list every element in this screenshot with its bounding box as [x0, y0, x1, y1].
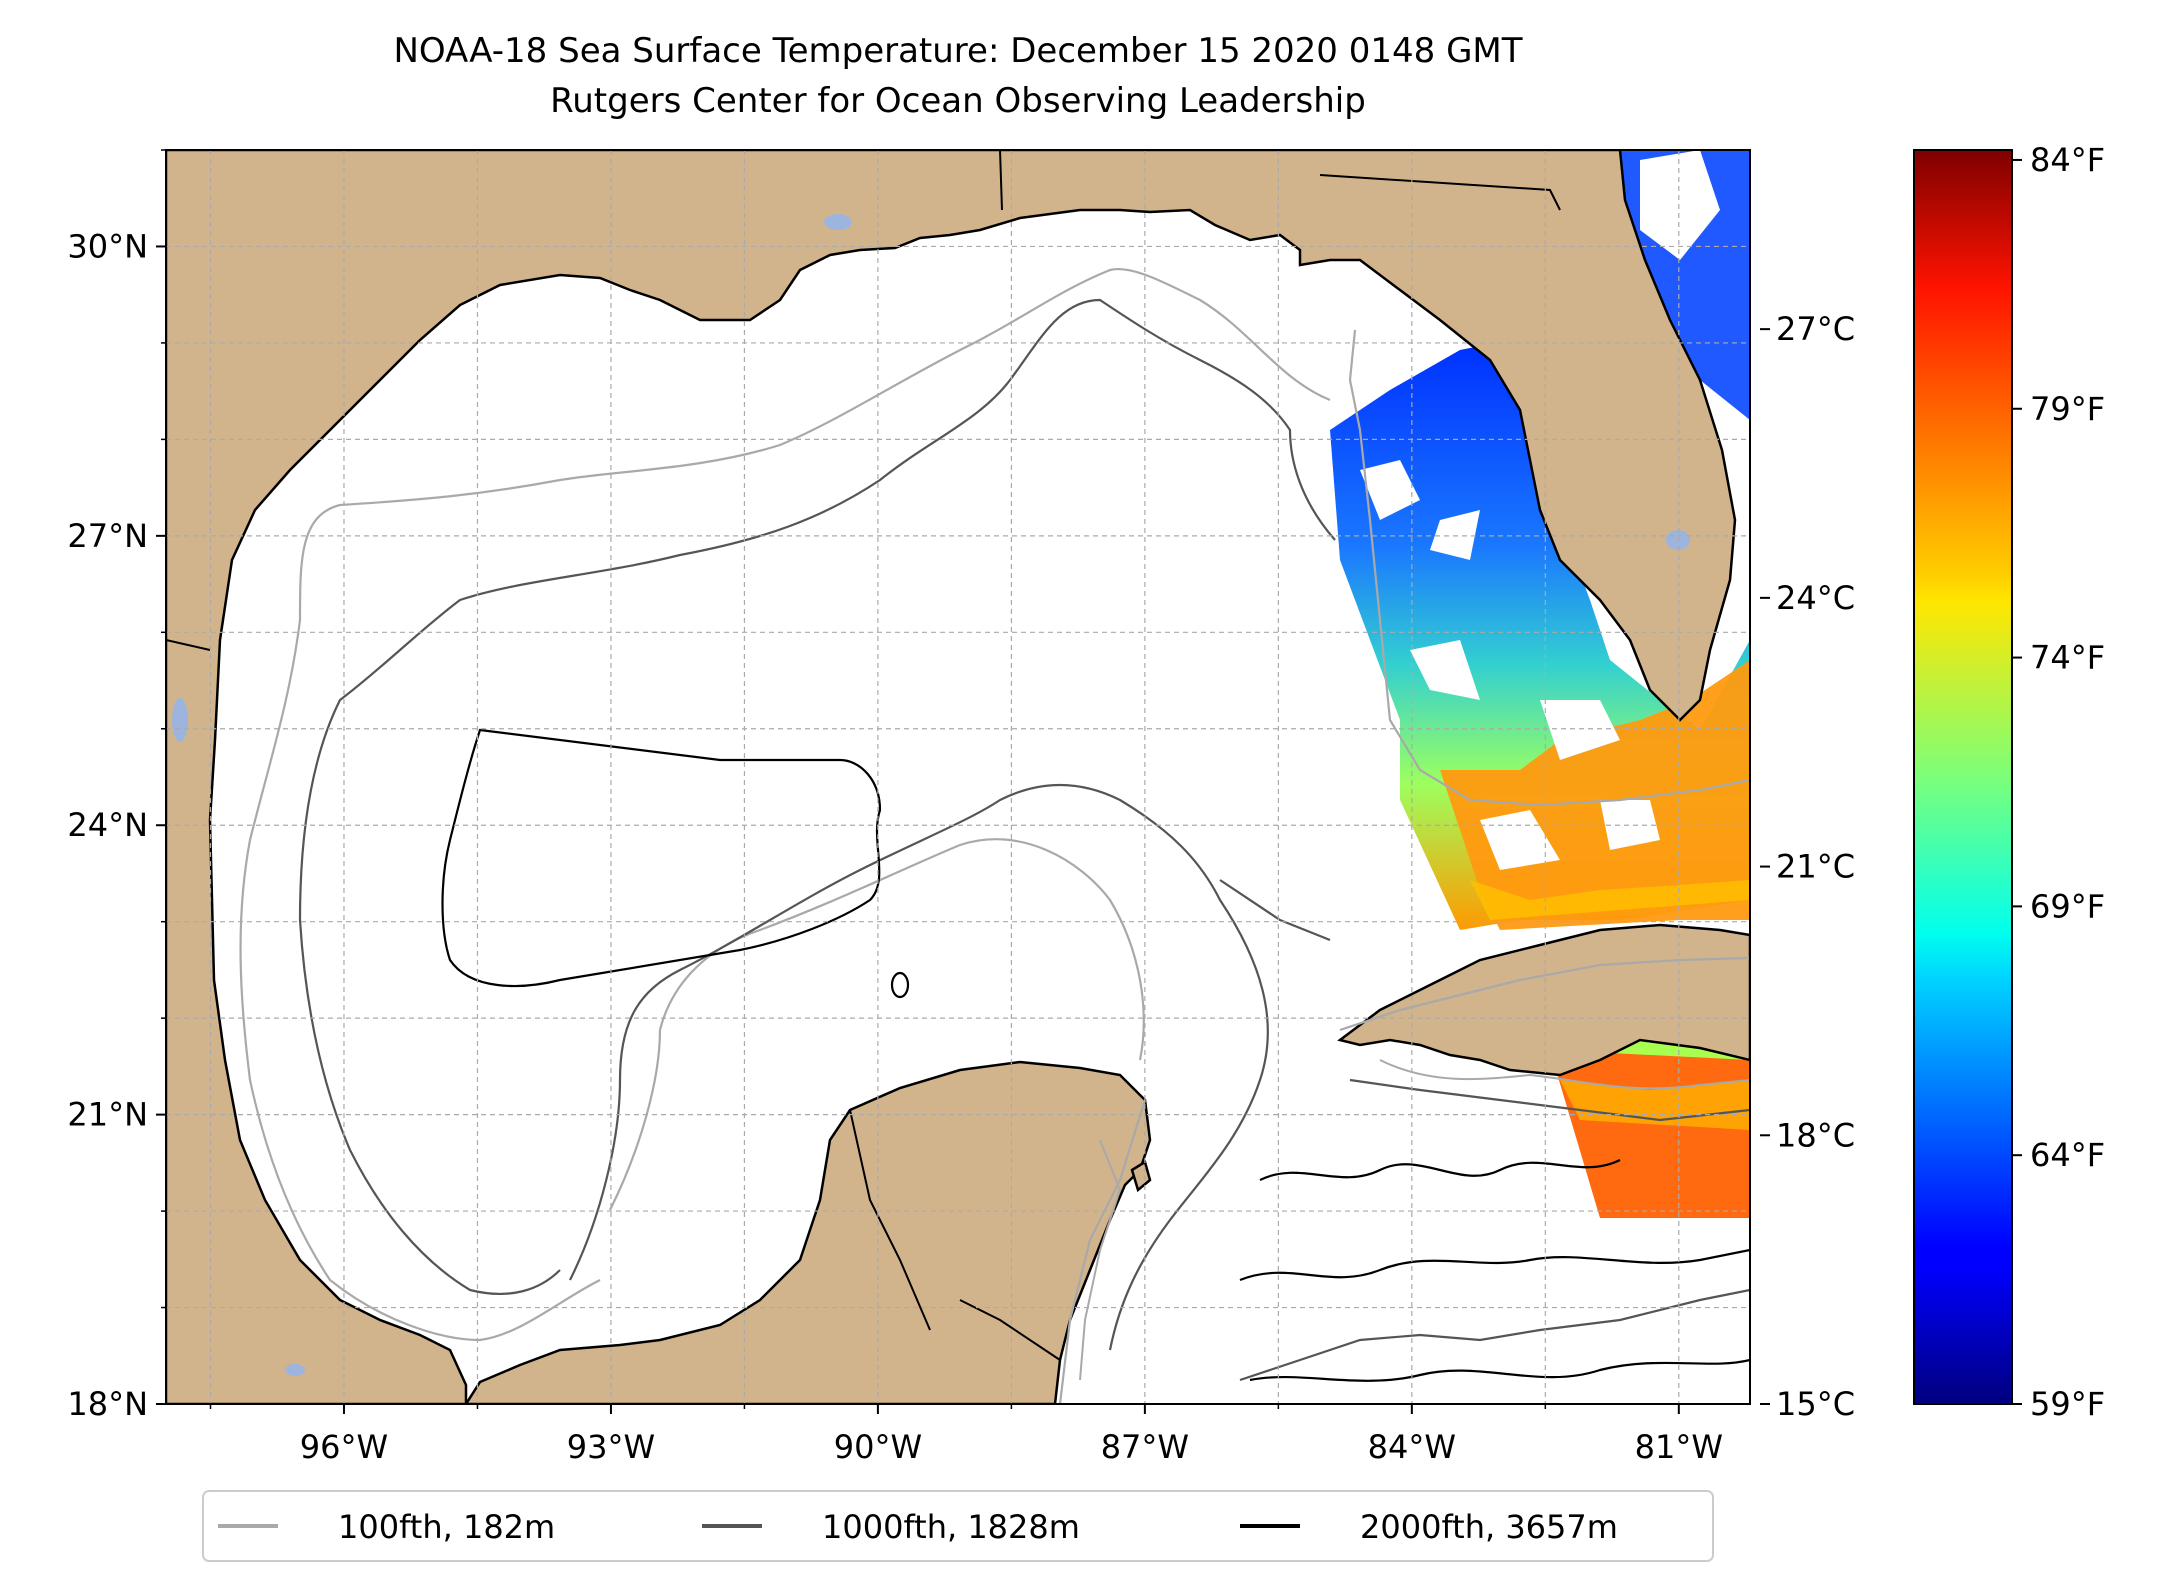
yucatan-land	[464, 1060, 1152, 1404]
x-tick-label: 96°W	[300, 1428, 388, 1466]
bathymetry-100fth	[239, 267, 1750, 1404]
bathymetry-2000fth	[441, 728, 1750, 1382]
celsius-tick-label: 27°C	[1776, 310, 1855, 348]
celsius-tick-label: 24°C	[1776, 579, 1855, 617]
y-tick-label: 27°N	[67, 517, 148, 555]
y-axis: 18°N 21°N 24°N 27°N 30°N	[67, 149, 166, 1423]
map-frame	[165, 149, 1751, 1405]
celsius-tick-label: 18°C	[1776, 1116, 1855, 1154]
celsius-tick-label: 15°C	[1776, 1385, 1855, 1423]
fahrenheit-tick-label: 79°F	[2030, 390, 2105, 428]
sst-swath	[1330, 150, 1750, 1218]
map-area	[166, 150, 1750, 1404]
x-tick-label: 84°W	[1368, 1428, 1456, 1466]
legend-item: 2000fth, 3657m	[1240, 1508, 1618, 1546]
fahrenheit-tick-label: 69°F	[2030, 887, 2105, 925]
colorbar-celsius-axis: 15°C 18°C 21°C 24°C 27°C	[1760, 310, 1855, 1423]
celsius-tick-label: 21°C	[1776, 848, 1855, 886]
gridlines	[166, 150, 1750, 1404]
fahrenheit-tick-label: 74°F	[2030, 639, 2105, 677]
colorbar-fahrenheit-axis: 59°F 64°F 69°F 74°F 79°F 84°F	[2012, 141, 2105, 1423]
fahrenheit-tick-label: 59°F	[2030, 1385, 2105, 1423]
legend-item: 100fth, 182m	[218, 1508, 555, 1546]
y-tick-label: 24°N	[67, 806, 148, 844]
borders	[166, 150, 1561, 1361]
fahrenheit-tick-label: 84°F	[2030, 141, 2105, 179]
y-tick-label: 30°N	[67, 227, 148, 265]
legend-label-1000fth: 1000fth, 1828m	[822, 1508, 1080, 1546]
colorbar: 15°C 18°C 21°C 24°C 27°C 59°F 64°F 69°F 74°F 79°…	[1760, 141, 2105, 1423]
map-title: NOAA-18 Sea Surface Temperature: Decembe…	[393, 31, 1522, 71]
colorbar-gradient	[1913, 149, 2013, 1405]
legend-item: 1000fth, 1828m	[702, 1508, 1080, 1546]
x-axis: 96°W 93°W 90°W 87°W 84°W 81°W	[209, 1404, 1723, 1466]
legend: 100fth, 182m 1000fth, 1828m 2000fth, 365…	[202, 1490, 1714, 1562]
y-tick-label: 21°N	[67, 1096, 148, 1134]
us-gulf-coast-land	[166, 150, 1737, 1404]
x-tick-label: 81°W	[1635, 1428, 1723, 1466]
x-tick-label: 87°W	[1101, 1428, 1189, 1466]
x-tick-label: 93°W	[567, 1428, 655, 1466]
y-tick-label: 18°N	[67, 1385, 148, 1423]
fahrenheit-tick-label: 64°F	[2030, 1136, 2105, 1174]
legend-label-2000fth: 2000fth, 3657m	[1360, 1508, 1618, 1546]
x-tick-label: 90°W	[834, 1428, 922, 1466]
coast-detail-100fth	[1079, 1059, 1750, 1381]
legend-box	[202, 1490, 1714, 1562]
map-subtitle: Rutgers Center for Ocean Observing Leade…	[550, 81, 1366, 121]
legend-label-100fth: 100fth, 182m	[338, 1508, 555, 1546]
bathymetry-1000fth	[298, 298, 1750, 1382]
